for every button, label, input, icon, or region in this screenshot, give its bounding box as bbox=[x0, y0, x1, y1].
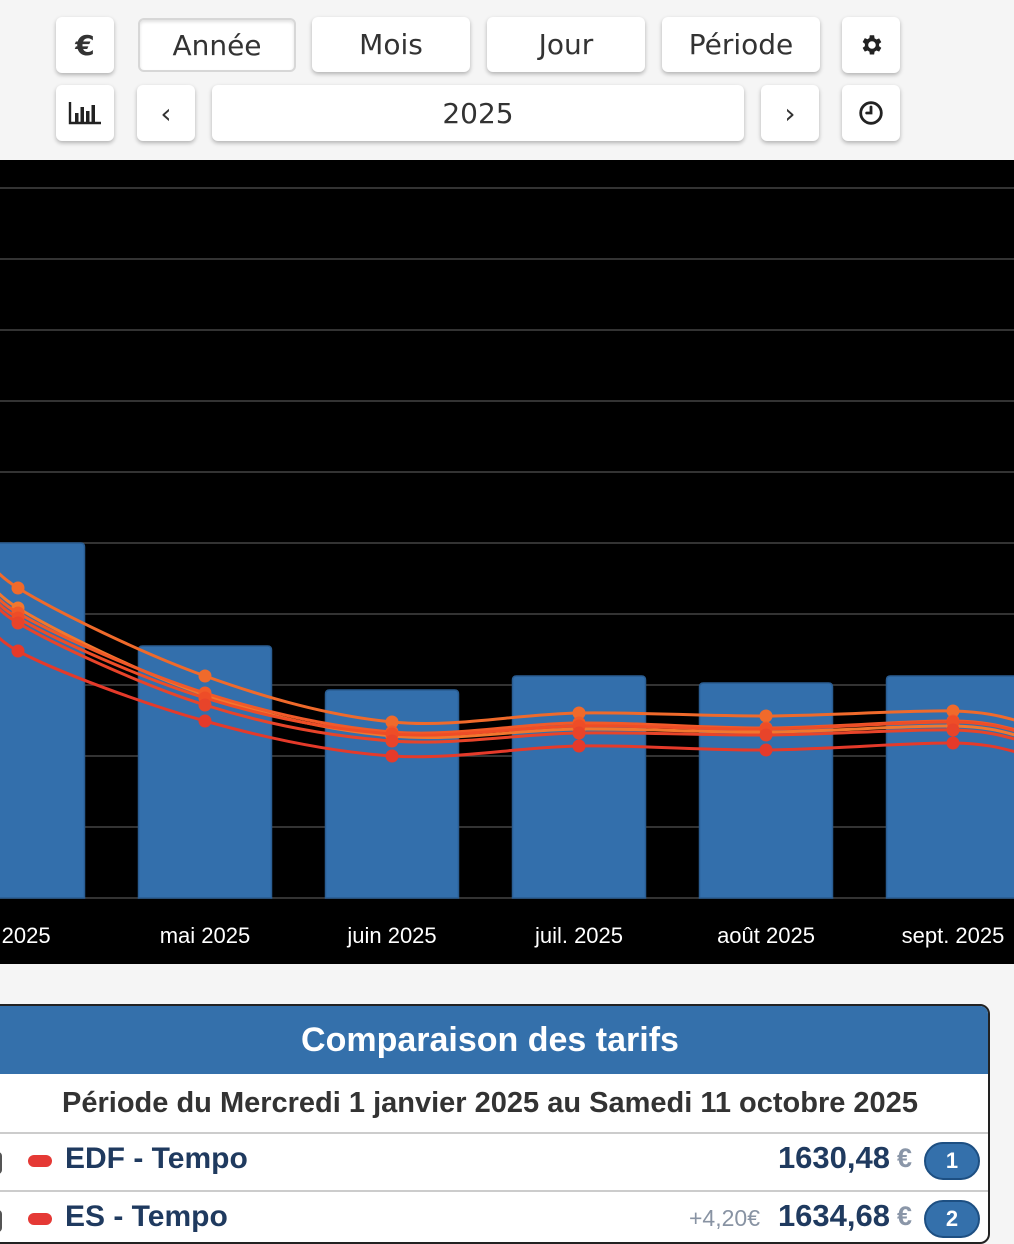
tariff-name: EDF - Tempo bbox=[65, 1142, 248, 1176]
rank-badge: 2 bbox=[924, 1200, 980, 1238]
series-point bbox=[947, 737, 960, 750]
currency-symbol: € bbox=[897, 1143, 912, 1174]
rank-badge: 1 bbox=[924, 1142, 980, 1180]
chart-bar bbox=[139, 646, 272, 898]
series-point bbox=[760, 744, 773, 757]
tab-annee[interactable]: Année bbox=[138, 18, 296, 72]
expand-icon[interactable] bbox=[0, 1152, 2, 1174]
currency-symbol: € bbox=[897, 1201, 912, 1232]
series-point bbox=[947, 724, 960, 737]
panel-title: Comparaison des tarifs bbox=[0, 1006, 988, 1074]
clock-icon bbox=[858, 100, 884, 126]
chevron-left-icon: ‹ bbox=[160, 97, 171, 130]
x-tick-label: sept. 2025 bbox=[902, 923, 1005, 948]
tariff-price: 1630,48 bbox=[778, 1140, 890, 1176]
series-point bbox=[199, 715, 212, 728]
tariff-row[interactable]: EDF - Tempo 1630,48 € 1 bbox=[0, 1134, 988, 1192]
x-tick-label: juin 2025 bbox=[346, 923, 436, 948]
tariff-price: 1634,68 bbox=[778, 1198, 890, 1234]
x-tick-label: juil. 2025 bbox=[534, 923, 623, 948]
x-tick-label: . 2025 bbox=[0, 923, 51, 948]
tab-label: Période bbox=[689, 28, 794, 61]
settings-button[interactable] bbox=[842, 17, 900, 73]
series-point bbox=[12, 645, 25, 658]
gear-icon bbox=[858, 32, 884, 58]
tab-label: Jour bbox=[539, 28, 594, 61]
chart-bar bbox=[0, 543, 85, 898]
series-point bbox=[199, 699, 212, 712]
chart-bars bbox=[0, 543, 1014, 898]
consumption-chart: . 2025 mai 2025 juin 2025 juil. 2025 août 20… bbox=[0, 160, 1014, 964]
tariff-row[interactable]: ES - Tempo +4,20€ 1634,68 € 2 bbox=[0, 1192, 988, 1244]
tab-label: Mois bbox=[359, 28, 423, 61]
tariff-name: ES - Tempo bbox=[65, 1200, 228, 1234]
currency-label: € bbox=[75, 29, 94, 62]
expand-icon[interactable] bbox=[0, 1210, 2, 1232]
chevron-right-icon: › bbox=[784, 97, 795, 130]
tariff-comparison-panel: Comparaison des tarifs Période du Mercre… bbox=[0, 1004, 990, 1244]
x-tick-label: août 2025 bbox=[717, 923, 815, 948]
history-button[interactable] bbox=[842, 85, 900, 141]
series-point bbox=[760, 710, 773, 723]
color-pill-icon bbox=[28, 1155, 52, 1167]
tab-jour[interactable]: Jour bbox=[487, 17, 645, 72]
series-point bbox=[199, 670, 212, 683]
chart-view-button[interactable] bbox=[56, 85, 114, 141]
series-point bbox=[573, 740, 586, 753]
series-point bbox=[760, 729, 773, 742]
tariff-delta: +4,20€ bbox=[689, 1205, 760, 1232]
x-tick-label: mai 2025 bbox=[160, 923, 251, 948]
currency-button[interactable]: € bbox=[56, 17, 114, 73]
series-point bbox=[12, 582, 25, 595]
tab-mois[interactable]: Mois bbox=[312, 17, 470, 72]
next-button[interactable]: › bbox=[761, 85, 819, 141]
current-period: 2025 bbox=[442, 97, 513, 130]
period-display[interactable]: 2025 bbox=[212, 85, 744, 141]
series-point bbox=[386, 750, 399, 763]
prev-button[interactable]: ‹ bbox=[137, 85, 195, 141]
chart-x-ticks: . 2025 mai 2025 juin 2025 juil. 2025 août 20… bbox=[0, 923, 1004, 948]
color-pill-icon bbox=[28, 1213, 52, 1225]
bar-chart-icon bbox=[68, 101, 102, 125]
series-point bbox=[573, 727, 586, 740]
period-label: Période du Mercredi 1 janvier 2025 au Sa… bbox=[0, 1074, 988, 1134]
tab-periode[interactable]: Période bbox=[662, 17, 820, 72]
tab-label: Année bbox=[172, 29, 261, 62]
series-point bbox=[386, 735, 399, 748]
series-point bbox=[12, 617, 25, 630]
